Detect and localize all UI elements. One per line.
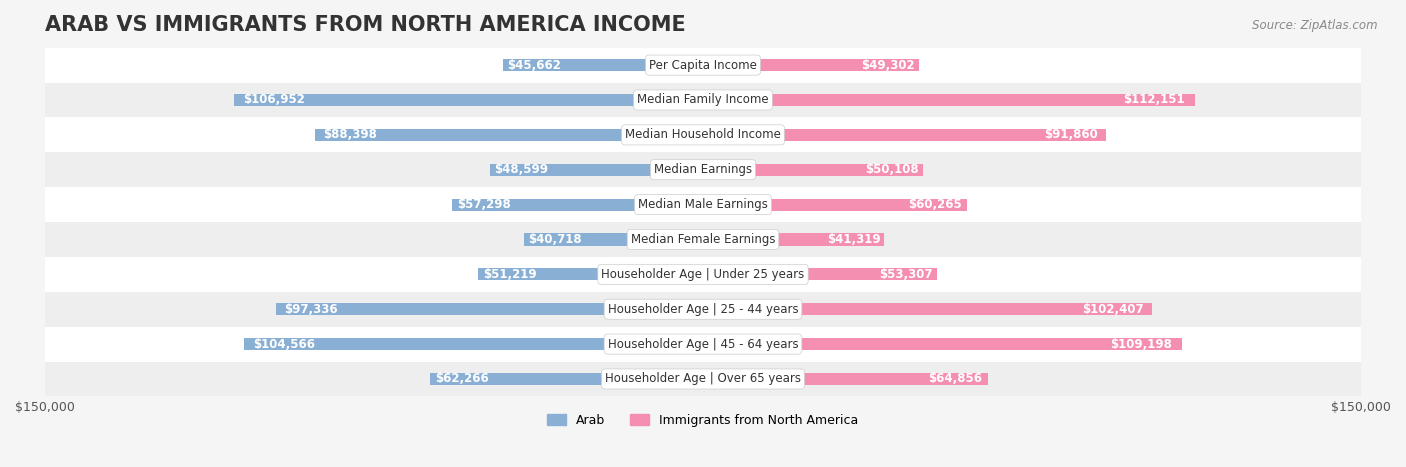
Bar [524,234,703,246]
Text: $64,856: $64,856 [928,373,981,385]
Bar [703,198,967,211]
Text: $106,952: $106,952 [243,93,305,106]
Text: $53,307: $53,307 [879,268,932,281]
Bar [45,361,1361,396]
Bar [245,338,703,350]
Text: $112,151: $112,151 [1123,93,1185,106]
Text: Median Household Income: Median Household Income [626,128,780,142]
Text: $49,302: $49,302 [862,58,915,71]
Bar [703,373,987,385]
Text: Median Earnings: Median Earnings [654,163,752,176]
Bar [489,163,703,176]
Text: $62,266: $62,266 [436,373,489,385]
Legend: Arab, Immigrants from North America: Arab, Immigrants from North America [543,409,863,432]
Bar [703,129,1107,141]
Text: $40,718: $40,718 [527,233,582,246]
Bar [478,268,703,281]
Bar [703,234,884,246]
Text: $91,860: $91,860 [1045,128,1098,142]
Text: Per Capita Income: Per Capita Income [650,58,756,71]
Bar [451,198,703,211]
Text: $41,319: $41,319 [827,233,880,246]
Bar [430,373,703,385]
Text: $45,662: $45,662 [506,58,561,71]
Bar [45,83,1361,117]
Text: Householder Age | 45 - 64 years: Householder Age | 45 - 64 years [607,338,799,351]
Text: Source: ZipAtlas.com: Source: ZipAtlas.com [1253,19,1378,32]
Bar [45,257,1361,292]
Text: $50,108: $50,108 [865,163,918,176]
Text: Householder Age | 25 - 44 years: Householder Age | 25 - 44 years [607,303,799,316]
Bar [45,117,1361,152]
Text: ARAB VS IMMIGRANTS FROM NORTH AMERICA INCOME: ARAB VS IMMIGRANTS FROM NORTH AMERICA IN… [45,15,686,35]
Text: $97,336: $97,336 [284,303,339,316]
Text: Median Female Earnings: Median Female Earnings [631,233,775,246]
Bar [276,303,703,315]
Bar [45,152,1361,187]
Bar [703,94,1195,106]
Bar [315,129,703,141]
Text: $60,265: $60,265 [908,198,962,211]
Text: Householder Age | Under 25 years: Householder Age | Under 25 years [602,268,804,281]
Bar [703,163,922,176]
Bar [703,59,920,71]
Bar [233,94,703,106]
Text: $102,407: $102,407 [1081,303,1143,316]
Bar [703,303,1153,315]
Bar [703,268,936,281]
Text: $48,599: $48,599 [494,163,548,176]
Text: $57,298: $57,298 [457,198,510,211]
Text: $104,566: $104,566 [253,338,315,351]
Text: Median Family Income: Median Family Income [637,93,769,106]
Bar [45,48,1361,83]
Text: Householder Age | Over 65 years: Householder Age | Over 65 years [605,373,801,385]
Text: Median Male Earnings: Median Male Earnings [638,198,768,211]
Text: $109,198: $109,198 [1111,338,1173,351]
Bar [45,327,1361,361]
Bar [703,338,1182,350]
Bar [503,59,703,71]
Text: $51,219: $51,219 [482,268,537,281]
Bar [45,187,1361,222]
Text: $88,398: $88,398 [323,128,377,142]
Bar [45,292,1361,327]
Bar [45,222,1361,257]
